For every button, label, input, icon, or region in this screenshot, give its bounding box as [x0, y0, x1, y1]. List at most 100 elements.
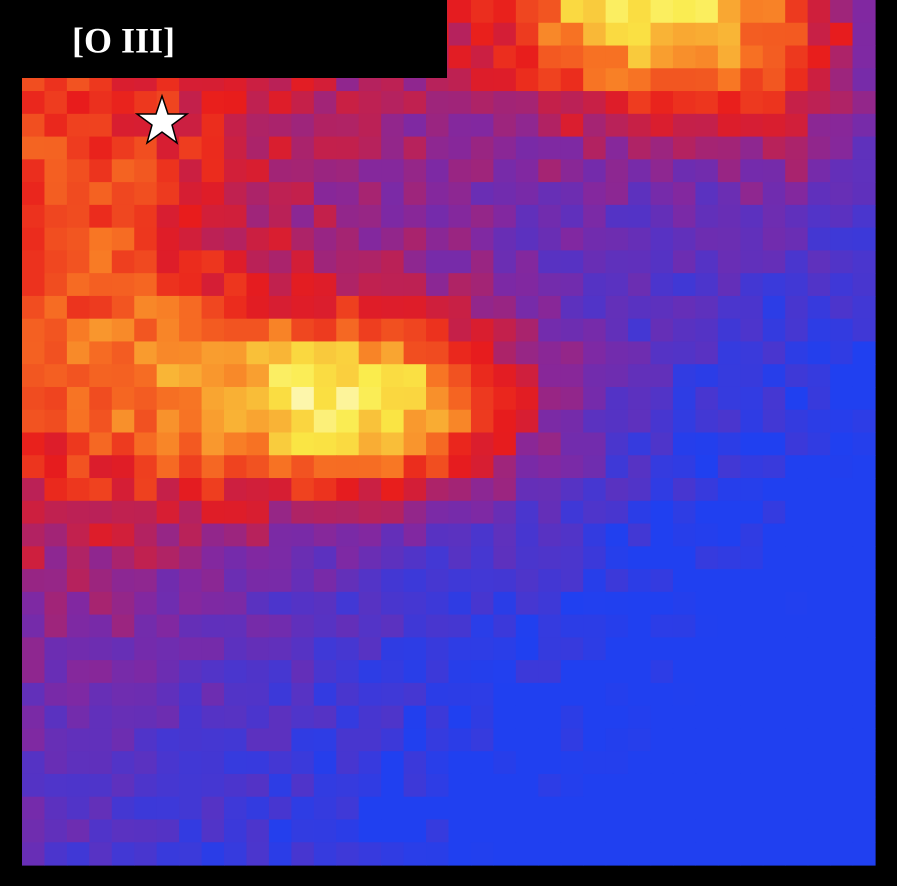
map-pixel [695, 159, 719, 183]
map-pixel [740, 614, 764, 638]
map-pixel [583, 432, 607, 456]
map-pixel [852, 569, 876, 593]
map-pixel [89, 500, 113, 525]
map-pixel [807, 842, 831, 866]
map-pixel [291, 637, 315, 661]
map-pixel [179, 182, 203, 206]
map-pixel [66, 842, 90, 866]
map-pixel [224, 728, 248, 752]
map-pixel [515, 637, 539, 661]
map-pixel [403, 341, 427, 365]
map-pixel [89, 318, 113, 343]
map-pixel [156, 660, 180, 684]
map-pixel [246, 250, 270, 274]
map-pixel [650, 728, 674, 752]
map-pixel [291, 318, 315, 343]
map-pixel [426, 136, 450, 160]
map-pixel [830, 546, 854, 570]
map-pixel [672, 68, 697, 92]
map-pixel [515, 569, 539, 593]
map-pixel [830, 842, 854, 866]
map-pixel [358, 478, 382, 502]
map-pixel [22, 796, 46, 821]
map-pixel [830, 318, 854, 343]
map-pixel [740, 705, 764, 730]
map-pixel [560, 773, 584, 798]
map-pixel [493, 796, 517, 821]
map-pixel [560, 204, 584, 229]
map-pixel [515, 136, 539, 160]
map-pixel [493, 386, 517, 411]
map-pixel [44, 500, 68, 525]
map-pixel [381, 819, 405, 843]
map-pixel [403, 204, 427, 229]
map-pixel [358, 182, 382, 206]
map-pixel [448, 204, 472, 229]
map-pixel [852, 705, 876, 730]
map-pixel [291, 159, 315, 183]
map-pixel [762, 227, 786, 251]
map-pixel [22, 113, 46, 138]
map-pixel [470, 591, 494, 616]
map-pixel [201, 204, 225, 229]
map-pixel [538, 432, 562, 456]
map-pixel [538, 159, 562, 183]
map-pixel [785, 409, 809, 434]
map-pixel [470, 500, 494, 525]
map-pixel [156, 409, 180, 434]
map-pixel [538, 204, 562, 229]
map-pixel [448, 159, 472, 183]
map-pixel [695, 660, 719, 684]
map-pixel [268, 455, 292, 479]
map-pixel [134, 204, 158, 229]
map-pixel [762, 432, 786, 456]
map-pixel [830, 91, 854, 115]
map-pixel [268, 500, 292, 525]
map-pixel [740, 227, 764, 251]
map-pixel [560, 227, 584, 251]
map-pixel [717, 22, 741, 47]
map-pixel [156, 546, 180, 570]
map-pixel [628, 569, 652, 593]
map-pixel [515, 250, 539, 274]
map-pixel [628, 637, 652, 661]
map-pixel [268, 614, 292, 638]
map-pixel [583, 204, 607, 229]
map-pixel [785, 751, 809, 775]
map-pixel [493, 341, 517, 365]
map-pixel [426, 204, 450, 229]
map-pixel [448, 250, 472, 274]
map-pixel [650, 318, 674, 343]
map-pixel [224, 455, 248, 479]
map-pixel [201, 432, 225, 456]
map-pixel [717, 295, 741, 320]
map-pixel [470, 227, 494, 251]
map-pixel [583, 614, 607, 638]
map-pixel [695, 500, 719, 525]
map-pixel [695, 614, 719, 638]
map-pixel [111, 432, 135, 456]
map-pixel [762, 91, 786, 115]
map-pixel [830, 0, 854, 24]
map-pixel [538, 705, 562, 730]
map-pixel [515, 500, 539, 525]
map-pixel [493, 318, 517, 343]
map-pixel [538, 455, 562, 479]
map-pixel [762, 273, 786, 297]
map-pixel [381, 523, 405, 547]
map-pixel [381, 409, 405, 434]
map-pixel [762, 22, 786, 47]
map-pixel [740, 273, 764, 297]
map-pixel [852, 68, 876, 92]
map-pixel [717, 773, 741, 798]
map-pixel [381, 273, 405, 297]
map-pixel [66, 660, 90, 684]
map-pixel [111, 136, 135, 160]
map-pixel [560, 113, 584, 138]
map-pixel [336, 341, 360, 365]
map-pixel [291, 227, 315, 251]
map-pixel [717, 45, 741, 69]
map-pixel [403, 182, 427, 206]
map-pixel [44, 637, 68, 661]
map-pixel [717, 637, 741, 661]
